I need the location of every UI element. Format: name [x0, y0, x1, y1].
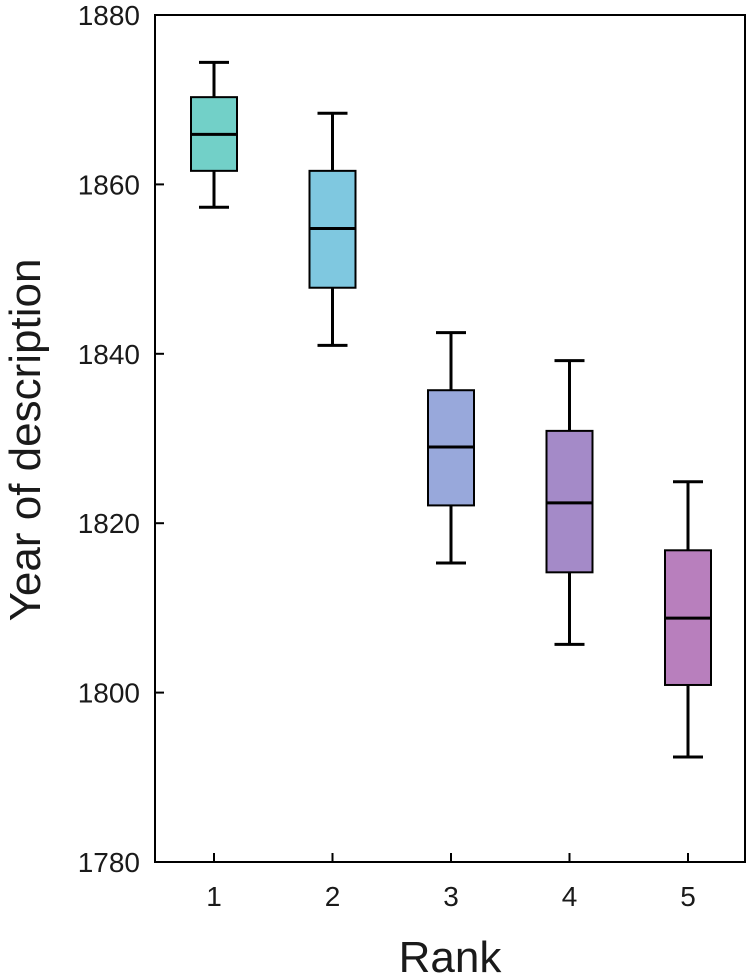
y-tick-label: 1860 — [78, 169, 140, 200]
y-axis: 1780 1800 1820 1840 1860 1880 — [78, 0, 164, 878]
box-3 — [427, 331, 475, 565]
y-tick-label: 1840 — [78, 339, 140, 370]
y-tick-label: 1880 — [78, 0, 140, 31]
box-4 — [545, 359, 594, 646]
x-tick-label: 3 — [443, 881, 459, 912]
box-2 — [308, 111, 357, 347]
x-tick-label: 2 — [325, 881, 341, 912]
y-tick-label: 1800 — [78, 678, 140, 709]
x-axis: 1 2 3 4 5 — [206, 853, 696, 912]
box-5 — [664, 480, 712, 759]
y-tick-label: 1780 — [78, 847, 140, 878]
x-tick-label: 1 — [206, 881, 222, 912]
y-axis-title: Year of description — [1, 259, 50, 622]
y-tick-label: 1820 — [78, 508, 140, 539]
x-axis-title: Rank — [399, 933, 503, 977]
boxes-group — [190, 60, 712, 759]
box-1 — [190, 60, 238, 209]
x-tick-label: 4 — [562, 881, 578, 912]
x-tick-label: 5 — [680, 881, 696, 912]
